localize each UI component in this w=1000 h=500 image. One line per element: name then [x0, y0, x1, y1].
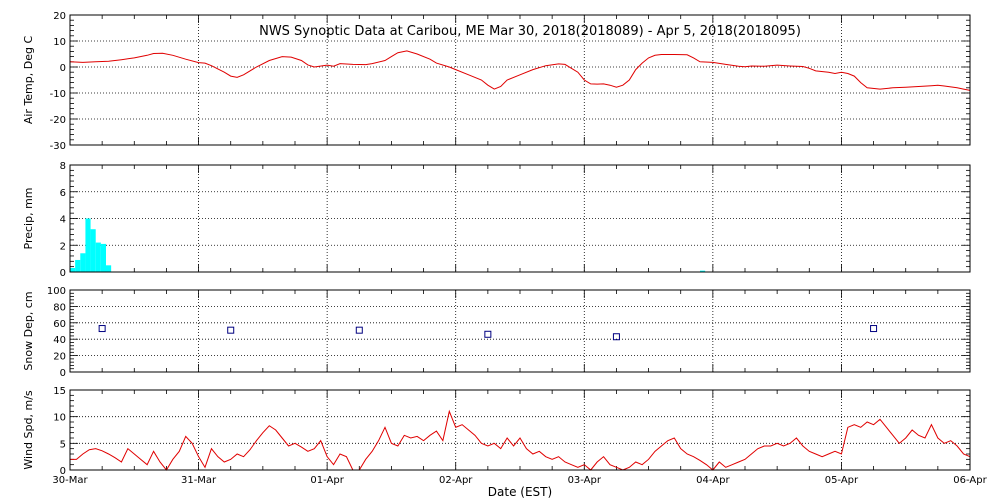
panel-0-ytick-label-2: -10 [50, 89, 66, 100]
panel-2-point-3 [484, 330, 492, 338]
panel-2-ytick-label-1: 20 [53, 352, 66, 363]
panel-1-frame [69, 164, 971, 273]
panel-1-bar-8 [700, 270, 706, 272]
panel-0-frame [69, 14, 971, 146]
panel-0-ytick-label-4: 10 [53, 37, 66, 48]
panel-3-ytick-label-0: 0 [60, 466, 66, 477]
panel-1-ytick-label-2: 4 [60, 215, 66, 226]
panel-2-point-2 [355, 326, 363, 334]
panel-1-ytick-label-4: 8 [60, 161, 66, 172]
x-tick-label-5: 04-Apr [696, 475, 730, 486]
chart-title: NWS Synoptic Data at Caribou, ME Mar 30,… [259, 24, 801, 39]
panel-2: 0 20 40 60 80 100 Snow Dep, cm [22, 286, 971, 379]
x-axis-label: Date (EST) [488, 485, 552, 499]
x-tick-label-0: 30-Mar [52, 475, 88, 486]
panel-1-bar-0 [70, 267, 76, 272]
x-tick-label-3: 02-Apr [439, 475, 473, 486]
panel-2-ytick-label-5: 100 [47, 286, 66, 297]
panel-0-ytick-label-5: 20 [53, 11, 66, 22]
panel-0-series-line-0 [69, 50, 971, 91]
panel-1-bar-3 [85, 218, 91, 272]
x-tick-label-1: 31-Mar [181, 475, 217, 486]
panel-2-point-5 [870, 325, 878, 333]
panel-3: 0 5 10 15 Wind Spd, m/s [22, 386, 971, 477]
panel-3-ytick-label-2: 10 [53, 413, 66, 424]
panel-2-point-4 [612, 333, 620, 341]
panel-2-point-0 [98, 325, 106, 333]
panel-1: 0 2 4 6 8 Precip, mm [22, 161, 971, 279]
x-tick-label-7: 06-Apr [953, 475, 987, 486]
panel-2-ytick-label-4: 80 [53, 302, 66, 313]
panel-3-ytick-label-3: 15 [53, 386, 66, 397]
panel-0-ytick-label-0: -30 [50, 141, 66, 152]
panel-1-bar-7 [106, 265, 112, 272]
panel-1-ytick-label-0: 0 [60, 268, 66, 279]
panel-0: -30 -20 -10 0 10 20 Air Temp, Deg C [22, 11, 971, 152]
panel-1-ytick-label-3: 6 [60, 188, 66, 199]
x-tick-label-4: 03-Apr [568, 475, 602, 486]
panel-2-ylabel: Snow Dep, cm [22, 291, 35, 370]
panel-1-bar-6 [100, 243, 106, 272]
panel-3-ylabel: Wind Spd, m/s [22, 390, 35, 470]
panel-3-frame [69, 389, 971, 471]
panel-2-ytick-label-2: 40 [53, 335, 66, 346]
panel-1-ytick-label-1: 2 [60, 241, 66, 252]
panel-2-ytick-label-3: 60 [53, 319, 66, 330]
x-tick-label-6: 05-Apr [825, 475, 859, 486]
panel-1-bar-4 [90, 229, 96, 272]
panel-0-ytick-label-3: 0 [60, 63, 66, 74]
panel-3-ytick-label-1: 5 [60, 439, 66, 450]
panel-1-ylabel: Precip, mm [22, 188, 35, 250]
panel-0-ytick-label-1: -20 [50, 115, 66, 126]
panel-3-series-line-0 [70, 409, 971, 471]
panel-2-ytick-label-0: 0 [60, 368, 66, 379]
panel-0-ylabel: Air Temp, Deg C [22, 36, 35, 125]
panel-1-bar-2 [80, 253, 86, 272]
panel-1-bar-5 [95, 242, 101, 272]
panel-1-bar-1 [75, 259, 81, 272]
x-tick-label-2: 01-Apr [310, 475, 344, 486]
panel-2-point-1 [227, 326, 235, 334]
panel-2-frame [69, 289, 971, 373]
